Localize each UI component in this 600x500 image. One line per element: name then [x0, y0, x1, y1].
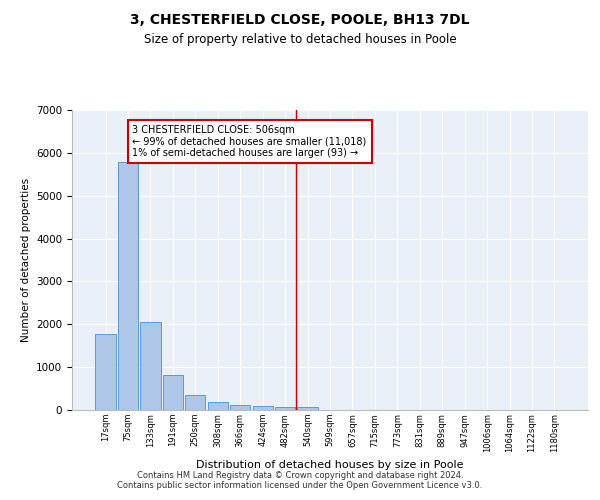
Bar	[230, 405, 250, 410]
Bar	[208, 402, 228, 410]
Bar	[185, 396, 205, 410]
Bar	[140, 322, 161, 410]
Bar	[118, 162, 138, 410]
Text: 3 CHESTERFIELD CLOSE: 506sqm
← 99% of detached houses are smaller (11,018)
1% of: 3 CHESTERFIELD CLOSE: 506sqm ← 99% of de…	[133, 125, 367, 158]
Bar	[298, 407, 317, 410]
Bar	[95, 334, 116, 410]
X-axis label: Distribution of detached houses by size in Poole: Distribution of detached houses by size …	[196, 460, 464, 470]
Bar	[275, 406, 295, 410]
Text: 3, CHESTERFIELD CLOSE, POOLE, BH13 7DL: 3, CHESTERFIELD CLOSE, POOLE, BH13 7DL	[130, 12, 470, 26]
Text: Contains HM Land Registry data © Crown copyright and database right 2024.
Contai: Contains HM Land Registry data © Crown c…	[118, 470, 482, 490]
Bar	[253, 406, 273, 410]
Text: Size of property relative to detached houses in Poole: Size of property relative to detached ho…	[143, 32, 457, 46]
Bar	[163, 375, 183, 410]
Y-axis label: Number of detached properties: Number of detached properties	[20, 178, 31, 342]
